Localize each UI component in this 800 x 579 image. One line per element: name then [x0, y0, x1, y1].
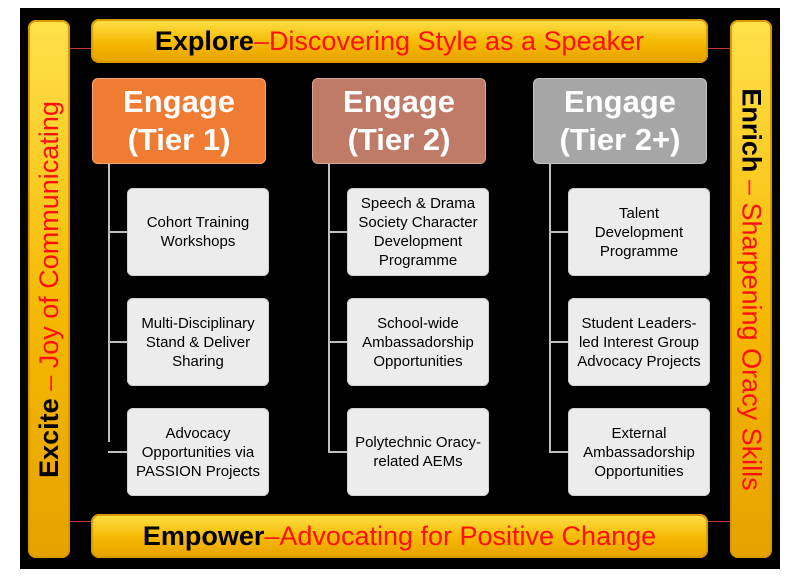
banner-empower-dash: – [264, 520, 280, 551]
tier-2-plus-header: Engage (Tier 2+) [533, 78, 707, 164]
banner-empower-text: Advocating for Positive Change [279, 520, 657, 551]
banner-enrich-dash: – [736, 171, 767, 202]
tier-2-title: Engage [343, 84, 455, 119]
tier-2-connector-1 [328, 231, 348, 233]
banner-excite-keyword: Excite [33, 397, 64, 478]
tier-2-plus-connector-1 [549, 231, 569, 233]
banner-excite-dash: – [33, 367, 64, 398]
banner-enrich: Enrich – Sharpening Oracy Skills [730, 20, 772, 558]
banner-explore: Explore – Discovering Style as a Speaker [91, 19, 708, 63]
tier-2-plus-connector-3 [549, 451, 569, 453]
tier-1-connector-2 [108, 341, 128, 343]
banner-empower-keyword: Empower [142, 520, 265, 551]
tier-1-title: Engage [123, 84, 235, 119]
tier-1-subtitle: (Tier 1) [127, 122, 231, 157]
banner-explore-text: Discovering Style as a Speaker [268, 25, 645, 56]
tier-2-item-1: Speech & Drama Society Character Develop… [347, 188, 489, 276]
tier-2-plus-subtitle: (Tier 2+) [559, 122, 681, 157]
tier-1-spine [108, 164, 110, 442]
tier-1-item-3: Advocacy Opportunities via PASSION Proje… [127, 408, 269, 496]
banner-empower: Empower – Advocating for Positive Change [91, 514, 708, 558]
tier-2-plus-item-1: Talent Development Programme [568, 188, 710, 276]
banner-excite-text: Joy of Communicating [33, 100, 64, 368]
tier-2-plus-connector-2 [549, 341, 569, 343]
banner-excite: Excite – Joy of Communicating [28, 20, 70, 558]
tier-2-plus-spine [549, 164, 551, 452]
tier-2-plus-item-3: External Ambassadorship Opportunities [568, 408, 710, 496]
tier-2-item-3: Polytechnic Oracy-related AEMs [347, 408, 489, 496]
tier-2-plus-item-2: Student Leaders-led Interest Group Advoc… [568, 298, 710, 386]
tier-2-spine [328, 164, 330, 452]
banner-enrich-text: Sharpening Oracy Skills [736, 201, 767, 491]
tier-1-header: Engage (Tier 1) [92, 78, 266, 164]
tier-2-connector-2 [328, 341, 348, 343]
tier-1-item-1: Cohort Training Workshops [127, 188, 269, 276]
banner-explore-dash: – [253, 25, 269, 56]
tier-2-subtitle: (Tier 2) [347, 122, 451, 157]
banner-explore-keyword: Explore [154, 25, 254, 56]
tier-2-item-2: School-wide Ambassadorship Opportunities [347, 298, 489, 386]
tier-2-connector-3 [328, 451, 348, 453]
tier-2-header: Engage (Tier 2) [312, 78, 486, 164]
tier-1-connector-1 [108, 231, 128, 233]
tier-2-plus-title: Engage [564, 84, 676, 119]
tier-1-item-2: Multi-Disciplinary Stand & Deliver Shari… [127, 298, 269, 386]
banner-enrich-keyword: Enrich [736, 87, 767, 172]
tier-1-connector-3 [108, 451, 128, 453]
